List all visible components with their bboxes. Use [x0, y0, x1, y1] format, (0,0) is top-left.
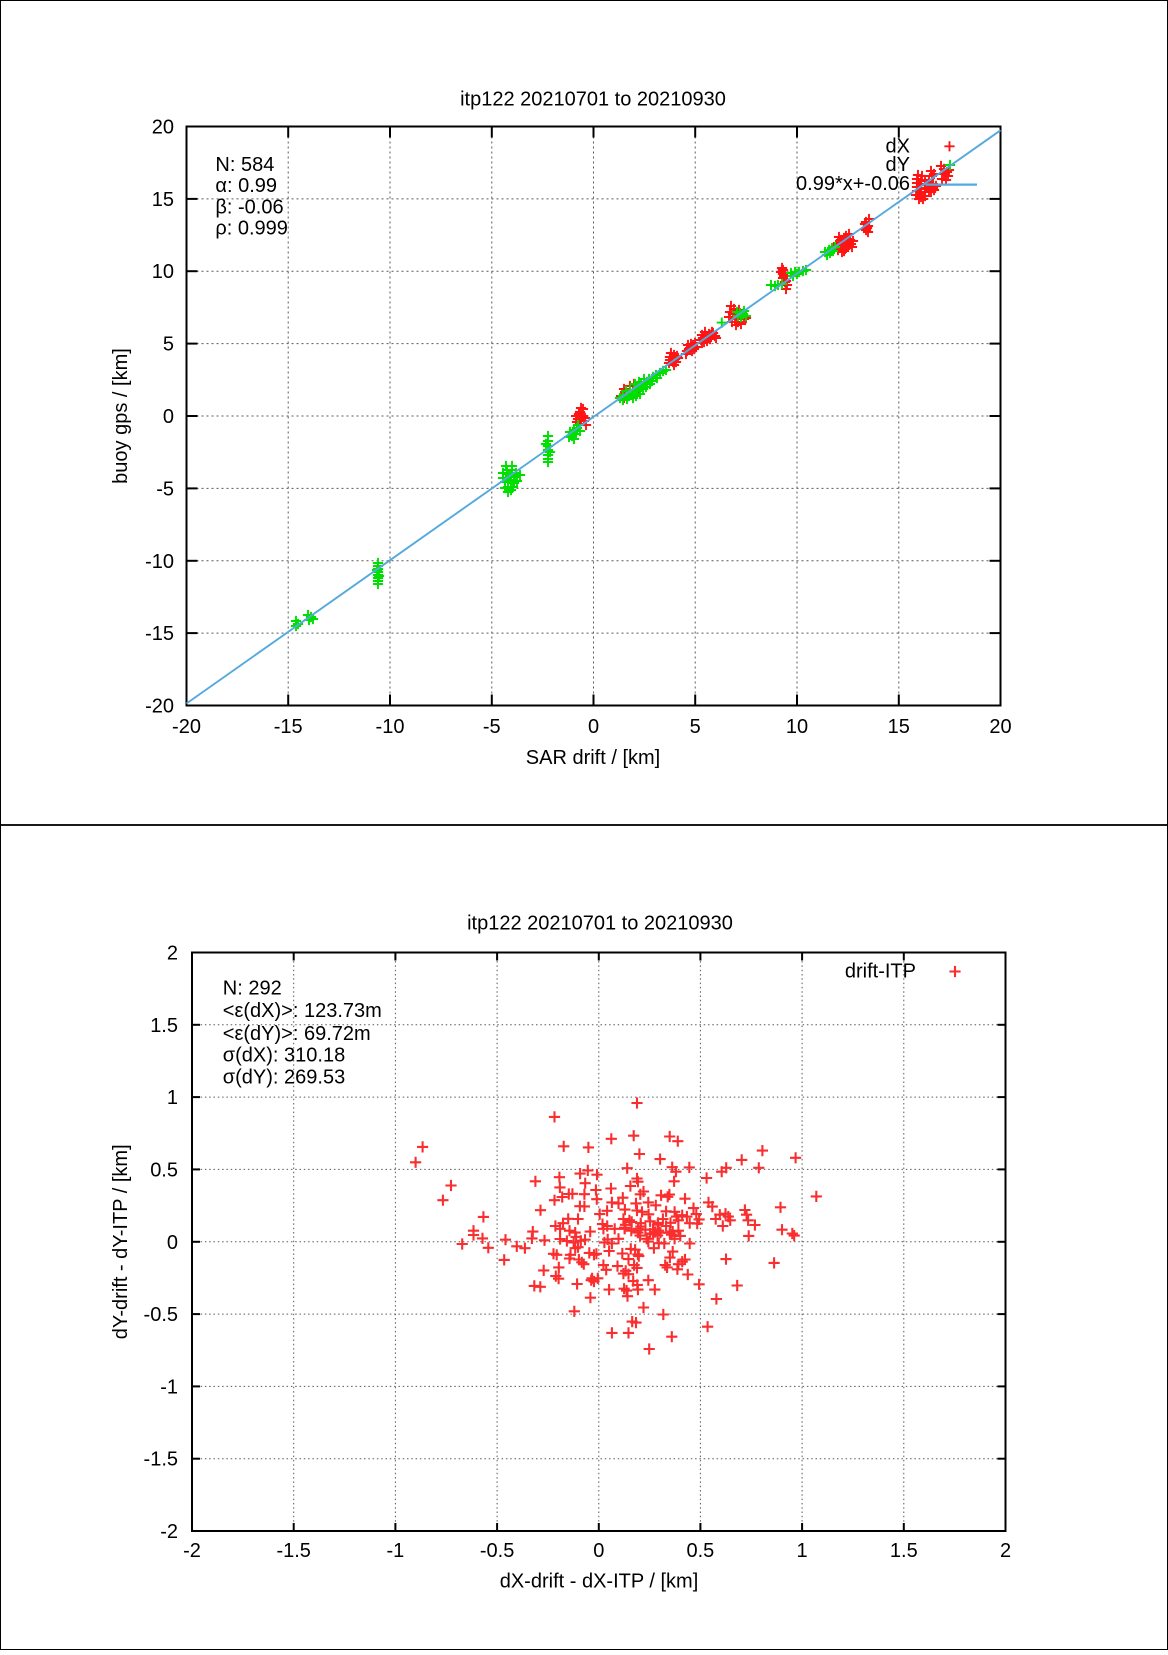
svg-text:dY-drift - dY-ITP / [km]: dY-drift - dY-ITP / [km]	[110, 1144, 132, 1339]
svg-text:<ε(dY)>: 69.72m: <ε(dY)>: 69.72m	[223, 1023, 371, 1045]
svg-text:N: 584: N: 584	[215, 154, 274, 176]
svg-text:-20: -20	[145, 696, 174, 718]
svg-text:15: 15	[152, 189, 174, 211]
svg-text:0.5: 0.5	[686, 1540, 714, 1562]
svg-text:σ(dX): 310.18: σ(dX): 310.18	[223, 1045, 345, 1067]
svg-text:ρ: 0.999: ρ: 0.999	[215, 218, 288, 240]
svg-text:0.5: 0.5	[150, 1159, 178, 1181]
svg-text:itp122 20210701 to 20210930: itp122 20210701 to 20210930	[460, 89, 726, 111]
svg-text:buoy gps / [km]: buoy gps / [km]	[110, 348, 132, 484]
svg-text:-0.5: -0.5	[480, 1540, 514, 1562]
svg-text:<ε(dX)>: 123.73m: <ε(dX)>: 123.73m	[223, 1000, 382, 1022]
svg-text:0: 0	[593, 1540, 604, 1562]
svg-text:dX: dX	[886, 136, 910, 158]
svg-text:1.5: 1.5	[890, 1540, 918, 1562]
svg-text:SAR drift / [km]: SAR drift / [km]	[526, 747, 660, 769]
svg-text:-1.5: -1.5	[276, 1540, 310, 1562]
svg-text:dX-drift - dX-ITP / [km]: dX-drift - dX-ITP / [km]	[500, 1571, 699, 1593]
svg-text:dY: dY	[886, 154, 910, 176]
svg-text:N: 292: N: 292	[223, 978, 282, 1000]
svg-text:-1: -1	[160, 1376, 178, 1398]
svg-text:0: 0	[588, 716, 599, 738]
svg-text:2: 2	[167, 943, 178, 965]
svg-text:5: 5	[163, 334, 174, 356]
svg-text:-15: -15	[274, 716, 303, 738]
svg-text:-10: -10	[376, 716, 405, 738]
svg-text:-5: -5	[156, 478, 174, 500]
svg-text:itp122 20210701 to 20210930: itp122 20210701 to 20210930	[467, 913, 733, 935]
svg-text:-10: -10	[145, 551, 174, 573]
svg-text:10: 10	[152, 261, 174, 283]
svg-text:2: 2	[1000, 1540, 1011, 1562]
svg-text:0: 0	[167, 1232, 178, 1254]
svg-text:20: 20	[989, 716, 1011, 738]
svg-text:1: 1	[797, 1540, 808, 1562]
svg-text:-2: -2	[183, 1540, 201, 1562]
svg-text:15: 15	[888, 716, 910, 738]
svg-text:-0.5: -0.5	[144, 1304, 178, 1326]
svg-text:1: 1	[167, 1087, 178, 1109]
svg-text:5: 5	[690, 716, 701, 738]
svg-text:σ(dY): 269.53: σ(dY): 269.53	[223, 1067, 345, 1089]
svg-text:-1.5: -1.5	[144, 1449, 178, 1471]
svg-text:β: -0.06: β: -0.06	[215, 196, 283, 218]
svg-text:α: 0.99: α: 0.99	[215, 175, 277, 197]
svg-text:0.99*x+-0.06: 0.99*x+-0.06	[796, 173, 910, 195]
svg-text:-20: -20	[172, 716, 201, 738]
svg-text:10: 10	[786, 716, 808, 738]
svg-text:-5: -5	[483, 716, 501, 738]
svg-text:drift-ITP: drift-ITP	[845, 961, 916, 983]
svg-text:20: 20	[152, 117, 174, 139]
svg-text:-2: -2	[160, 1521, 178, 1543]
svg-text:-15: -15	[145, 623, 174, 645]
svg-text:-1: -1	[387, 1540, 405, 1562]
svg-text:1.5: 1.5	[150, 1015, 178, 1037]
svg-text:0: 0	[163, 406, 174, 428]
